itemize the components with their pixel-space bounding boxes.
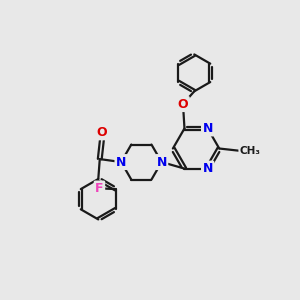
Text: N: N (202, 122, 213, 135)
Text: N: N (156, 156, 167, 169)
Text: N: N (202, 162, 213, 175)
Text: O: O (178, 98, 188, 111)
Text: F: F (95, 182, 104, 195)
Text: N: N (116, 156, 126, 169)
Text: O: O (97, 126, 107, 139)
Text: CH₃: CH₃ (240, 146, 261, 156)
